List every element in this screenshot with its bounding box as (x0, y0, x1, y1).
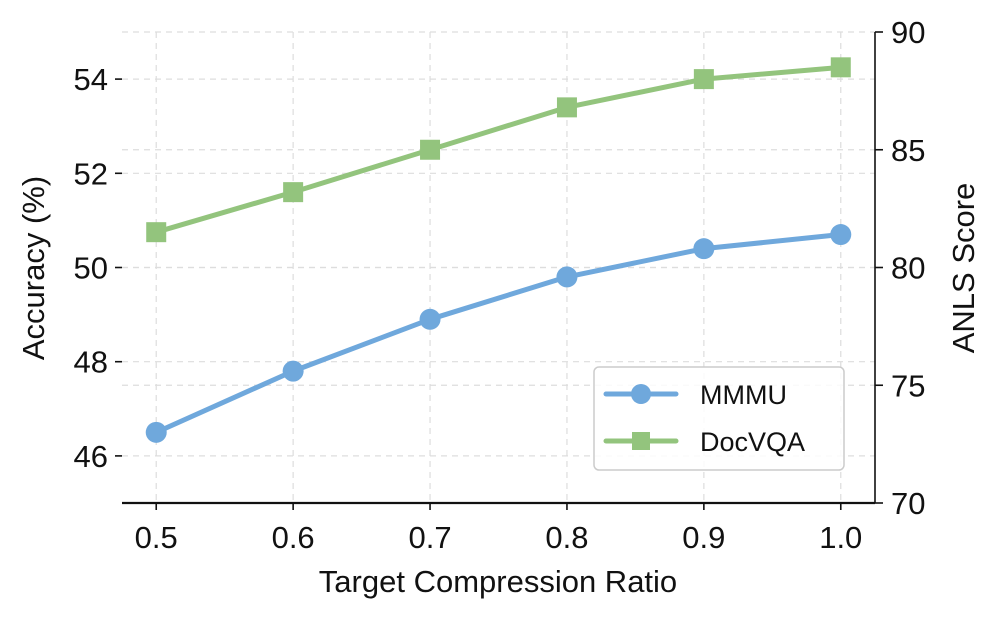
x-axis-label: Target Compression Ratio (319, 564, 677, 599)
x-tick-label: 0.8 (545, 520, 588, 555)
legend-item-docvqa: DocVQA (603, 427, 805, 457)
data-point-docvqa (693, 69, 714, 90)
legend-mmmu-marker (631, 384, 651, 404)
data-point-docvqa (283, 182, 304, 203)
y-tick-label: 54 (74, 62, 108, 97)
legend-docvqa-marker (632, 432, 650, 450)
x-tick-label: 0.9 (682, 520, 725, 555)
data-point-mmmu (830, 224, 852, 246)
legend-mmmu-label: MMMU (700, 380, 787, 410)
data-point-mmmu (419, 308, 441, 330)
data-point-mmmu (693, 238, 715, 260)
y2-tick-label: 70 (891, 486, 925, 521)
y-tick-label: 52 (74, 156, 108, 191)
data-point-docvqa (420, 139, 441, 160)
grid (122, 31, 875, 504)
x-tick-label: 0.5 (135, 520, 178, 555)
series-line-mmmu (153, 232, 844, 435)
x-tick-label: 0.6 (272, 520, 315, 555)
axes: 0.5 0.6 0.7 0.8 0.9 1.0 46 48 50 52 54 70 75 80 85 90 (74, 15, 926, 555)
y-axis-label: Accuracy (%) (16, 176, 51, 360)
series-layer (145, 57, 852, 443)
y-tick-label: 48 (74, 345, 108, 380)
y2-tick-label: 90 (891, 15, 925, 50)
data-point-docvqa (556, 97, 577, 118)
legend: MMMU DocVQA (593, 366, 845, 471)
data-point-docvqa (830, 57, 851, 78)
legend-docvqa-label: DocVQA (700, 427, 805, 457)
y2-tick-label: 75 (891, 368, 925, 403)
data-point-mmmu (556, 266, 578, 288)
y2-tick-label: 85 (891, 133, 925, 168)
data-point-mmmu (145, 421, 167, 443)
y-tick-label: 46 (74, 439, 108, 474)
data-point-mmmu (282, 360, 304, 382)
legend-item-mmmu: MMMU (603, 380, 787, 410)
y2-tick-label: 80 (891, 251, 925, 286)
y-tick-label: 50 (74, 251, 108, 286)
x-tick-label: 0.7 (408, 520, 451, 555)
series-line-docvqa (153, 64, 844, 235)
x-tick-label: 1.0 (819, 520, 862, 555)
data-point-docvqa (146, 222, 167, 243)
y2-axis-label: ANLS Score (946, 183, 981, 354)
